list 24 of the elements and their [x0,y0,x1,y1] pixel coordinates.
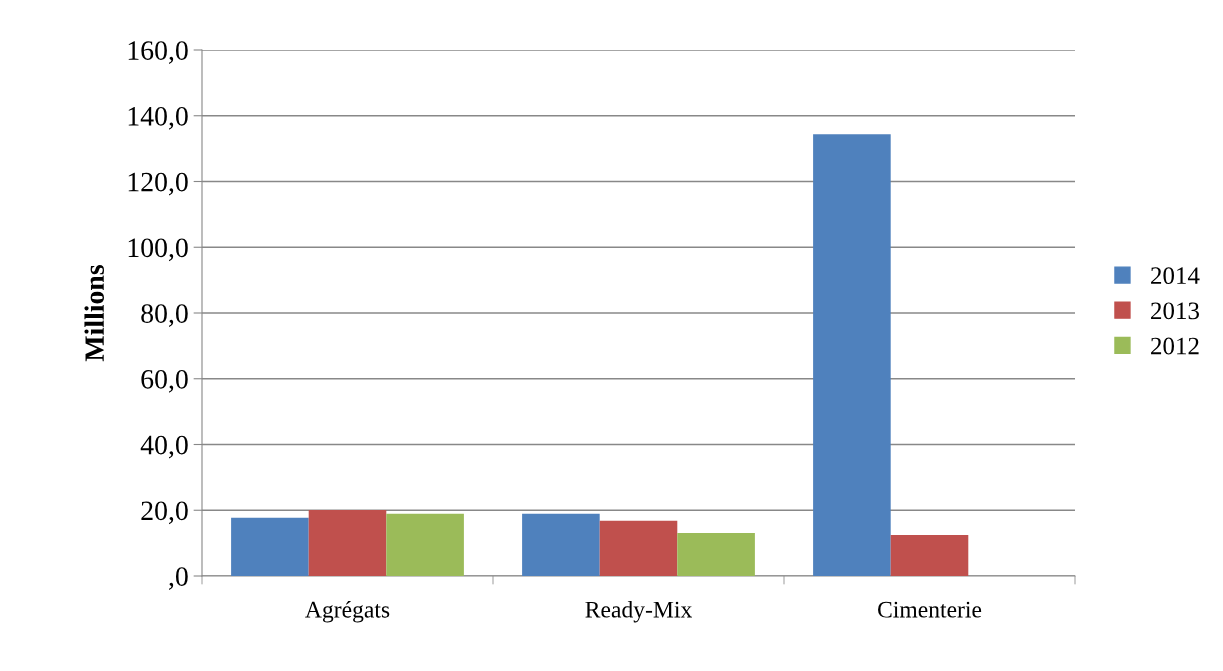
bar [813,134,891,576]
y-tick-label: 40,0 [140,435,188,459]
y-tick-label: 160,0 [128,41,188,64]
y-tick-label: 100,0 [128,238,188,262]
legend-label: 2013 [1151,302,1199,320]
bar [599,520,678,576]
bar [231,517,309,576]
bar [386,513,464,576]
x-tick-label: Cimenterie [878,601,982,618]
legend-label: 2012 [1151,337,1199,355]
bar [308,509,387,576]
y-tick-label: 120,0 [128,172,188,196]
y-tick-label: 20,0 [141,501,188,525]
x-tick-label: Ready-Mix [585,601,692,623]
y-tick-label: 60,0 [141,369,188,393]
bar [677,532,755,576]
bar [522,513,600,576]
x-tick-label: Agrégats [305,601,390,623]
y-tick-label: 80,0 [141,304,188,327]
bar [890,534,969,576]
y-axis-title: Millions [84,265,104,362]
y-tick-label: ,0 [169,567,188,590]
legend-label: 2014 [1151,267,1200,285]
y-tick-label: 140,0 [128,106,188,130]
